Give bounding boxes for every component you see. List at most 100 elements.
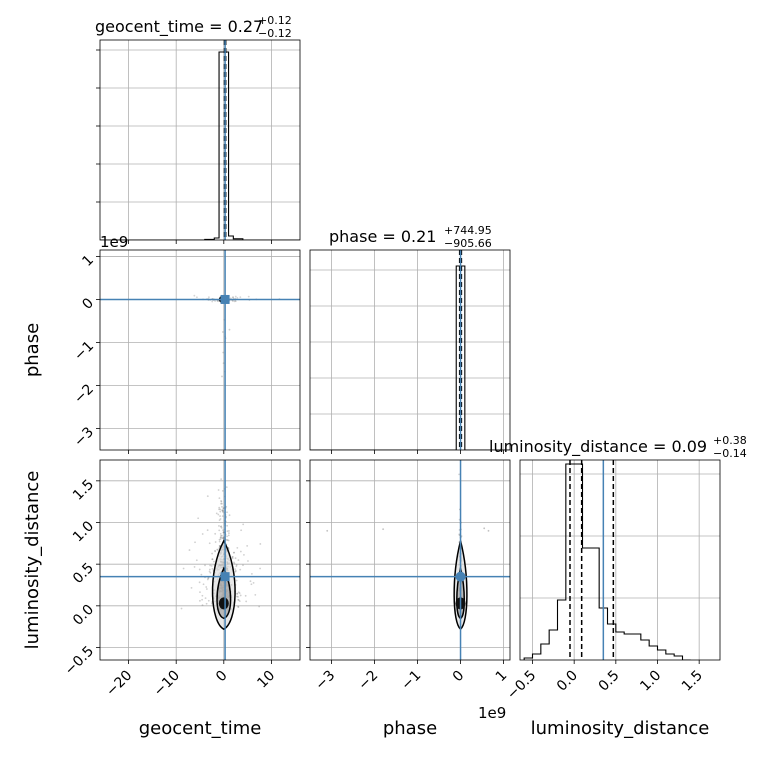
scatter-geocent-time-luminosity-distance-point (219, 538, 222, 540)
scatter-phase-luminosity-distance-outlier-0 (326, 529, 329, 532)
scatter-geocent-time-luminosity-distance-point (234, 557, 237, 560)
scatter-geocent-time-luminosity-distance-bg (100, 460, 300, 660)
scatter-geocent-time-luminosity-distance-point (231, 556, 234, 559)
scatter-geocent-time-luminosity-distance-point (237, 598, 240, 601)
scatter-geocent-time-luminosity-distance-point (218, 508, 220, 511)
scatter-geocent-time-luminosity-distance-point (237, 591, 240, 594)
scatter-geocent-time-luminosity-distance-point (180, 607, 183, 610)
scatter-phase-luminosity-distance-outlier-3 (487, 529, 490, 532)
scatter-geocent-time-luminosity-distance-point (214, 541, 217, 543)
scatter-geocent-time-luminosity-distance-point (205, 588, 208, 590)
scatter-geocent-time-luminosity-distance-point (222, 510, 224, 512)
scatter-geocent-time-luminosity-distance-point (225, 486, 228, 489)
scatter-geocent-time-phase-bg (100, 250, 300, 450)
scatter-geocent-time-luminosity-distance-point (197, 517, 200, 520)
scatter-geocent-time-luminosity-distance-truth-marker (220, 572, 230, 582)
scatter-phase-luminosity-distance-xtick-label-1: −2 (355, 668, 381, 694)
phase-x-offset-label: 1e9 (478, 704, 506, 722)
scatter-geocent-time-luminosity-distance-point (242, 564, 244, 567)
scatter-geocent-time-luminosity-distance-point (218, 540, 221, 543)
scatter-geocent-time-luminosity-distance-point (208, 570, 211, 573)
scatter-geocent-time-luminosity-distance-ytick-label-0: −0.5 (62, 643, 97, 678)
scatter-geocent-time-luminosity-distance-point (236, 592, 238, 595)
x-axis-label-phase: phase (383, 718, 437, 739)
scatter-phase-luminosity-distance-point (458, 533, 461, 536)
scatter-geocent-time-luminosity-distance-point (207, 599, 210, 602)
title-geocent-time: geocent_time = 0.27 (95, 17, 263, 37)
scatter-geocent-time-luminosity-distance-point (211, 558, 214, 561)
scatter-geocent-time-luminosity-distance-point (190, 586, 193, 589)
scatter-geocent-time-luminosity-distance-point (201, 594, 204, 597)
x-axis-label-geocent-time: geocent_time (139, 718, 262, 739)
scatter-geocent-time-luminosity-distance-point (236, 592, 239, 595)
scatter-geocent-time-luminosity-distance-point (250, 572, 253, 575)
scatter-geocent-time-luminosity-distance-point (222, 536, 225, 539)
scatter-phase-luminosity-distance-xtick-label-0: −3 (312, 668, 338, 694)
scatter-geocent-time-luminosity-distance-point (259, 567, 261, 570)
scatter-geocent-time-luminosity-distance-point (235, 565, 238, 568)
scatter-phase-luminosity-distance-xtick-label-3: 0 (450, 668, 468, 686)
scatter-geocent-time-luminosity-distance-point (243, 553, 245, 556)
scatter-geocent-time-luminosity-distance-point (205, 602, 208, 605)
scatter-geocent-time-luminosity-distance-point (182, 567, 185, 570)
scatter-geocent-time-luminosity-distance-point (220, 502, 222, 505)
hist-luminosity-distance-xtick-label-1: 0.0 (554, 668, 581, 695)
scatter-geocent-time-luminosity-distance-point (218, 538, 221, 541)
scatter-geocent-time-luminosity-distance-point (218, 525, 220, 527)
scatter-geocent-time-luminosity-distance-point (220, 499, 223, 502)
scatter-geocent-time-luminosity-distance-point (246, 545, 249, 547)
title-phase: phase = 0.21 (329, 227, 436, 246)
scatter-geocent-time-luminosity-distance-ytick-label-4: 1.5 (70, 477, 97, 504)
hist-phase-frame (309, 249, 511, 451)
scatter-geocent-time-luminosity-distance-point (237, 606, 240, 608)
scatter-geocent-time-luminosity-distance-point (220, 500, 223, 503)
scatter-geocent-time-luminosity-distance-point (239, 594, 242, 597)
scatter-geocent-time-phase-ytick-label-1: −2 (71, 381, 97, 407)
scatter-geocent-time-luminosity-distance-point (258, 605, 261, 608)
scatter-geocent-time-luminosity-distance-point (214, 532, 217, 535)
scatter-geocent-time-luminosity-distance-point (218, 519, 221, 522)
scatter-phase-luminosity-distance-xtick-label-4: 1 (493, 668, 511, 686)
scatter-geocent-time-phase-point (232, 296, 234, 299)
scatter-geocent-time-luminosity-distance-point (221, 502, 223, 505)
scatter-geocent-time-luminosity-distance-point (198, 581, 201, 584)
scatter-geocent-time-luminosity-distance-point (237, 605, 240, 608)
scatter-geocent-time-luminosity-distance-point (233, 551, 235, 554)
phase-y-offset-label: 1e9 (100, 233, 128, 251)
scatter-geocent-time-luminosity-distance-point (217, 489, 220, 491)
scatter-geocent-time-luminosity-distance-point (219, 510, 222, 513)
scatter-geocent-time-luminosity-distance-point (217, 548, 219, 551)
scatter-geocent-time-luminosity-distance-point (228, 514, 231, 517)
scatter-geocent-time-phase-point (195, 296, 198, 299)
scatter-geocent-time-luminosity-distance-point (220, 526, 223, 529)
scatter-geocent-time-luminosity-distance-point (214, 549, 216, 552)
scatter-geocent-time-luminosity-distance-point (219, 518, 222, 520)
scatter-geocent-time-luminosity-distance-density-core (218, 597, 229, 610)
scatter-geocent-time-luminosity-distance-point (211, 552, 213, 555)
scatter-geocent-time-luminosity-distance-point (235, 579, 238, 582)
scatter-geocent-time-luminosity-distance-point (220, 478, 223, 481)
hist-luminosity-distance-xtick-label-4: 1.5 (679, 668, 706, 695)
scatter-geocent-time-luminosity-distance-point (213, 560, 215, 563)
scatter-geocent-time-luminosity-distance-point (249, 580, 252, 583)
title-phase-upper: +744.95 (444, 224, 492, 237)
scatter-geocent-time-luminosity-distance-point (222, 531, 225, 534)
scatter-geocent-time-luminosity-distance-xtick-label-0: −20 (103, 668, 135, 700)
scatter-geocent-time-luminosity-distance-point (237, 559, 240, 561)
scatter-geocent-time-phase-ytick-label-3: 0 (79, 295, 97, 313)
scatter-geocent-time-luminosity-distance-point (232, 551, 235, 554)
scatter-phase-luminosity-distance-truth-marker (455, 571, 466, 582)
scatter-geocent-time-luminosity-distance-point (221, 534, 223, 537)
scatter-geocent-time-luminosity-distance-point (237, 595, 239, 598)
scatter-geocent-time-luminosity-distance-point (211, 567, 214, 570)
hist-luminosity-distance-frame (519, 459, 721, 661)
scatter-geocent-time-luminosity-distance-point (221, 505, 223, 508)
scatter-geocent-time-luminosity-distance-point (201, 533, 204, 535)
scatter-geocent-time-phase-point (234, 295, 237, 298)
title-luminosity-distance: luminosity_distance = 0.09 (489, 437, 707, 457)
scatter-geocent-time-luminosity-distance-point (245, 600, 248, 603)
scatter-geocent-time-phase-point (233, 300, 236, 303)
scatter-geocent-time-luminosity-distance-point (221, 489, 224, 492)
scatter-geocent-time-phase-point (236, 296, 239, 299)
